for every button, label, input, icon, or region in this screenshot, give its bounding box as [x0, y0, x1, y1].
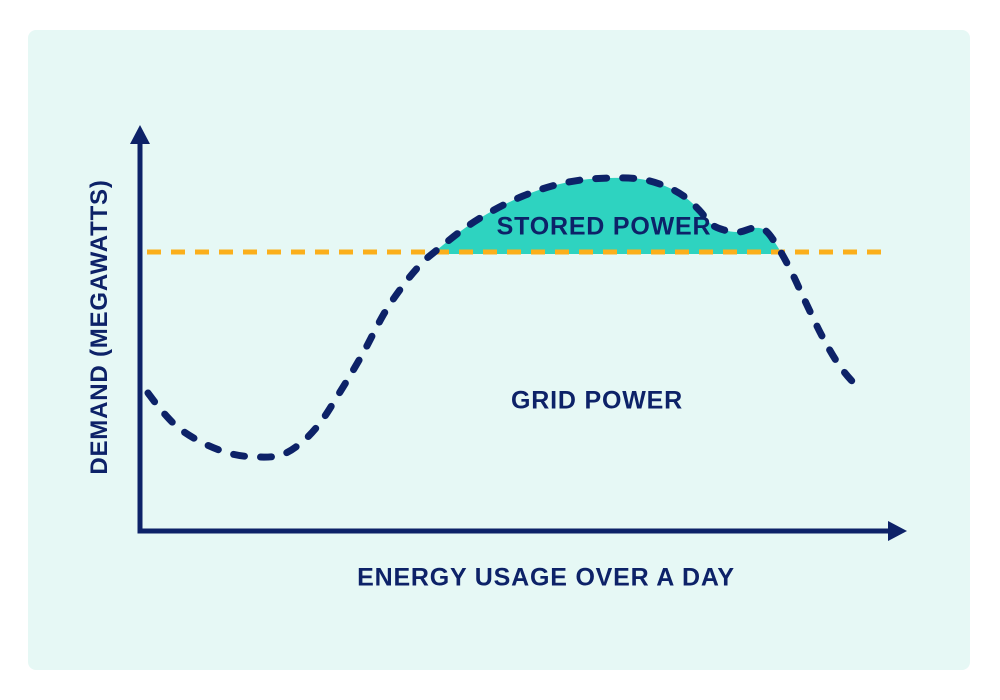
demand-curve	[144, 174, 867, 461]
y-axis-label: DEMAND (MEGAWATTS)	[86, 179, 113, 475]
x-axis	[137, 521, 907, 541]
y-axis	[130, 125, 150, 534]
x-axis-arrow-icon	[888, 521, 907, 541]
stored-power-area	[431, 177, 782, 254]
stored-power-label: STORED POWER	[496, 212, 712, 241]
grid-power-label: GRID POWER	[511, 386, 683, 415]
chart-panel	[28, 30, 970, 670]
x-axis-label: ENERGY USAGE OVER A DAY	[357, 563, 735, 592]
y-axis-arrow-icon	[130, 125, 150, 144]
